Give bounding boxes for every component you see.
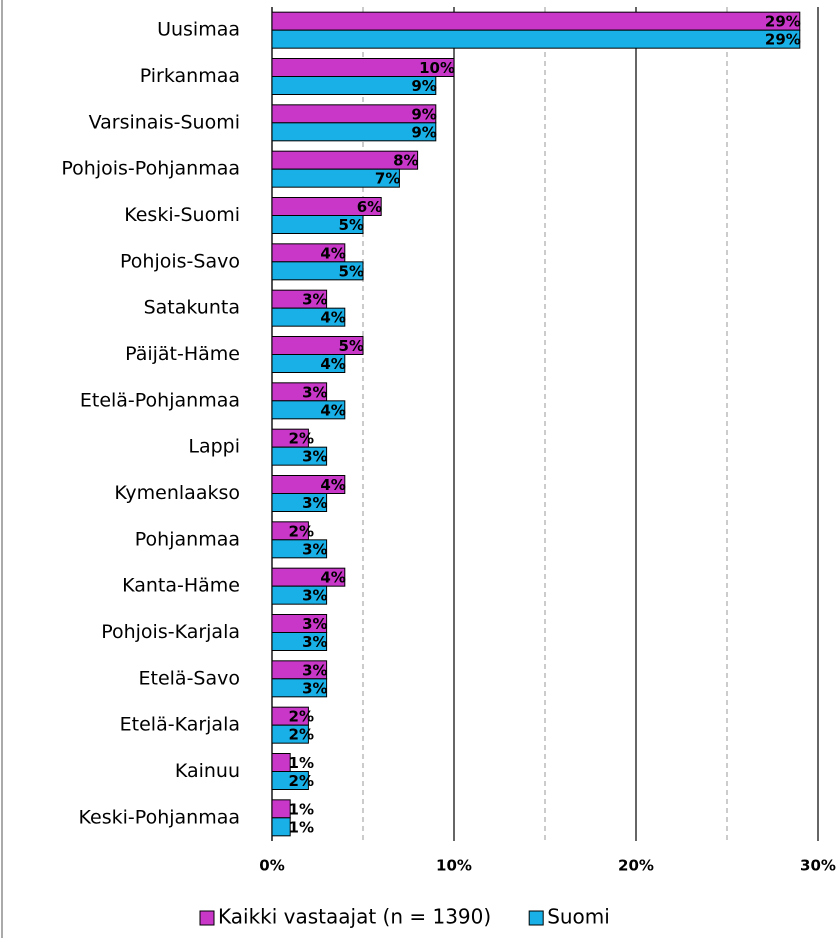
x-tick-label: 20%: [618, 857, 654, 875]
y-tick-label: Varsinais-Suomi: [89, 111, 240, 133]
bar: [271, 753, 291, 772]
value-label: 8%: [393, 152, 418, 170]
value-label: 3%: [302, 679, 327, 697]
bar: [271, 168, 400, 188]
value-label: 6%: [357, 198, 382, 216]
x-tick-label: 0%: [259, 857, 284, 875]
bar: [271, 817, 291, 837]
value-label: 29%: [765, 13, 801, 31]
y-tick-label: Etelä-Karjala: [120, 714, 240, 736]
value-label: 4%: [320, 401, 345, 419]
value-label: 1%: [289, 818, 314, 836]
y-tick-label: Pirkanmaa: [140, 65, 240, 87]
bar: [271, 354, 346, 373]
bar: [271, 446, 328, 466]
y-tick-label: Kanta-Häme: [122, 575, 240, 597]
bar: [271, 122, 437, 142]
value-label: 4%: [320, 355, 345, 373]
value-label: 9%: [411, 77, 436, 95]
value-label: 3%: [302, 291, 327, 309]
bar: [271, 29, 801, 49]
bar: [271, 678, 328, 698]
value-label: 3%: [302, 661, 327, 679]
y-tick-label: Uusimaa: [157, 19, 240, 41]
value-label: 3%: [302, 448, 327, 466]
bar: [271, 493, 328, 512]
bar: [271, 724, 309, 744]
value-label: 3%: [302, 383, 327, 401]
value-label: 9%: [411, 123, 436, 141]
legend-label: Kaikki vastaajat (n = 1390): [218, 905, 491, 929]
value-label: 7%: [375, 170, 400, 188]
value-label: 29%: [765, 31, 801, 49]
value-label: 2%: [289, 772, 314, 790]
bar: [271, 215, 364, 234]
value-label: 5%: [339, 262, 364, 280]
bar: [271, 632, 328, 651]
x-tick-label: 30%: [800, 857, 836, 875]
y-tick-label: Kymenlaakso: [114, 482, 240, 504]
legend-swatch: [199, 910, 215, 926]
y-tick-label: Satakunta: [144, 297, 240, 319]
value-label: 10%: [419, 59, 455, 77]
y-tick-label: Pohjois-Karjala: [101, 621, 240, 643]
value-label: 2%: [289, 726, 314, 744]
y-tick-label: Pohjois-Pohjanmaa: [61, 158, 240, 180]
value-label: 1%: [289, 754, 314, 772]
bar: [271, 400, 346, 420]
value-label: 3%: [302, 587, 327, 605]
value-label: 2%: [289, 430, 314, 448]
bar: [271, 539, 328, 559]
bar: [271, 585, 328, 605]
y-tick-label: Keski-Pohjanmaa: [79, 806, 240, 828]
y-tick-label: Pohjois-Savo: [120, 250, 240, 272]
y-tick-label: Lappi: [188, 436, 240, 458]
legend-swatch: [528, 910, 544, 926]
legend-label: Suomi: [547, 905, 610, 929]
value-label: 2%: [289, 522, 314, 540]
value-label: 3%: [302, 615, 327, 633]
bar: [271, 261, 364, 281]
y-tick-label: Etelä-Savo: [139, 667, 241, 689]
value-label: 4%: [320, 244, 345, 262]
bar: [271, 799, 291, 819]
value-label: 9%: [411, 105, 436, 123]
value-label: 3%: [302, 633, 327, 651]
bar: [271, 771, 309, 790]
value-label: 3%: [302, 540, 327, 558]
value-label: 4%: [320, 569, 345, 587]
y-tick-label: Pohjanmaa: [135, 528, 240, 550]
value-label: 4%: [320, 309, 345, 327]
bar: [271, 11, 801, 31]
bar: [271, 76, 437, 95]
y-tick-label: Päijät-Häme: [125, 343, 240, 365]
y-tick-label: Keski-Suomi: [124, 204, 240, 226]
value-label: 5%: [339, 337, 364, 355]
value-label: 5%: [339, 216, 364, 234]
bar: [271, 307, 346, 327]
y-tick-label: Etelä-Pohjanmaa: [80, 389, 240, 411]
y-tick-label: Kainuu: [175, 760, 240, 782]
value-label: 1%: [289, 800, 314, 818]
x-tick-label: 10%: [436, 857, 472, 875]
value-label: 2%: [289, 708, 314, 726]
value-label: 4%: [320, 476, 345, 494]
value-label: 3%: [302, 494, 327, 512]
